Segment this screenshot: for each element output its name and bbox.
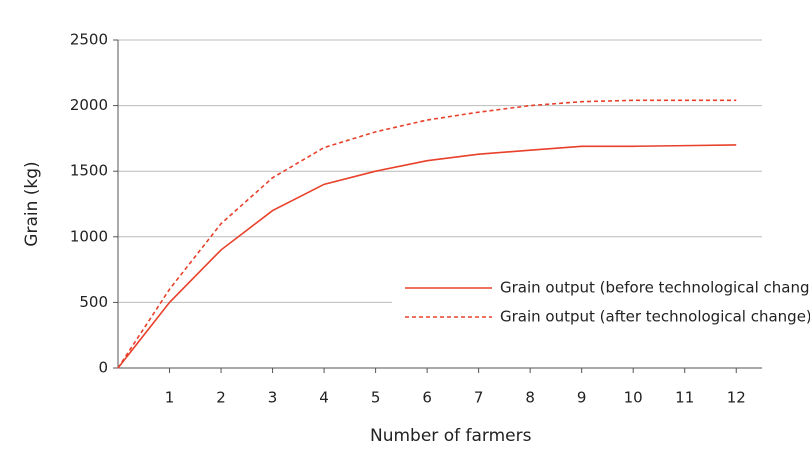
x-tick-label: 2 — [216, 389, 226, 407]
y-tick-label: 1000 — [70, 227, 108, 245]
x-tick-label: 7 — [474, 389, 484, 407]
data-line — [117, 144, 737, 369]
y-tick-label: 2000 — [70, 96, 108, 114]
legend-label: Grain output (before technological chang… — [500, 279, 810, 297]
x-tick-label: 8 — [525, 389, 535, 407]
x-tick-label: 10 — [624, 389, 643, 407]
y-tick-label: 1500 — [70, 162, 108, 180]
x-tick-label: 5 — [371, 389, 381, 407]
y-tick-label: 2500 — [70, 31, 108, 49]
x-tick-label: 12 — [727, 389, 746, 407]
y-tick-label: 500 — [79, 293, 108, 311]
x-tick-label: 3 — [268, 389, 278, 407]
x-tick-label: 11 — [675, 389, 694, 407]
legend-label: Grain output (after technological change… — [500, 308, 810, 326]
x-tick-label: 4 — [319, 389, 329, 407]
data-line — [117, 99, 737, 369]
x-tick-label: 6 — [422, 389, 432, 407]
x-tick-label: 9 — [577, 389, 587, 407]
legend-box — [392, 272, 802, 332]
x-tick-label: 1 — [165, 389, 175, 407]
y-tick-label: 0 — [98, 359, 108, 377]
x-axis-title: Number of farmers — [370, 426, 532, 446]
y-axis-title: Grain (kg) — [22, 161, 42, 246]
